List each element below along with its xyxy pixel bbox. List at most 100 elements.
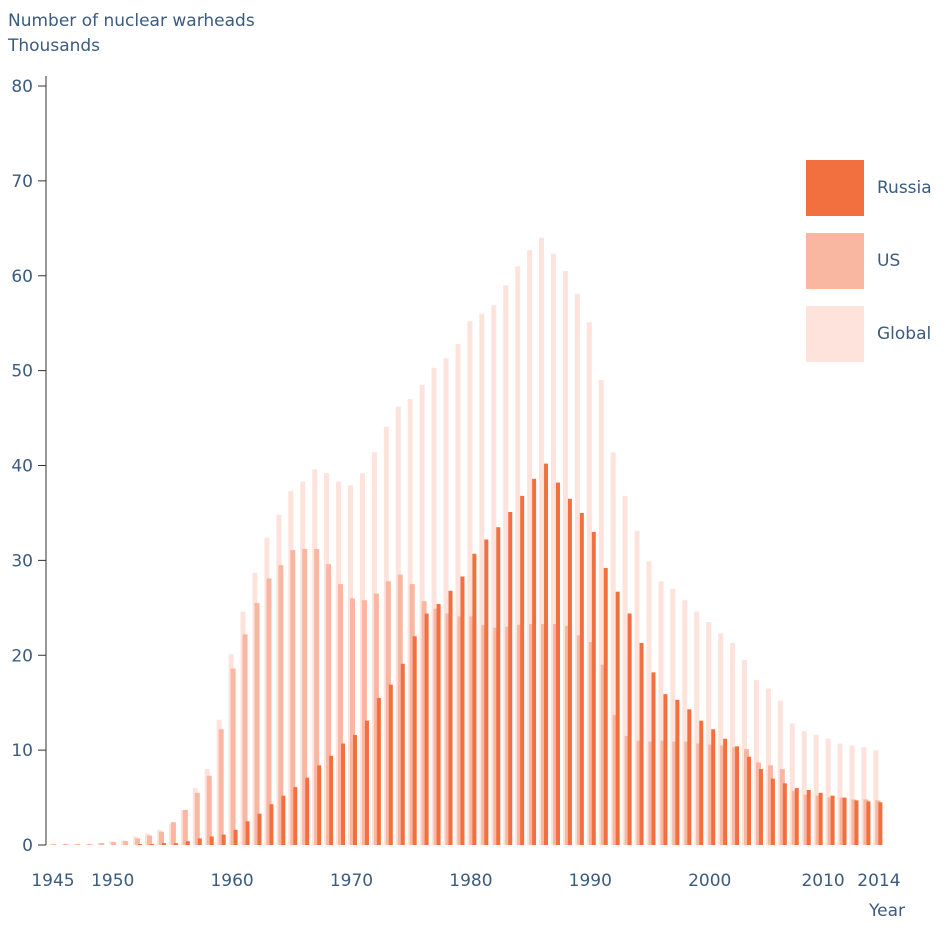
legend-swatch-us xyxy=(806,233,864,289)
y-tick-label-20: 20 xyxy=(11,646,33,666)
x-tick-label-1950: 1950 xyxy=(91,871,134,891)
bar-us-2010 xyxy=(827,797,833,845)
bar-russia-1989 xyxy=(579,512,584,845)
bar-global-1987 xyxy=(550,253,556,845)
y-tick-label-10: 10 xyxy=(11,741,33,761)
bar-global-1996 xyxy=(658,581,664,845)
bar-us-2011 xyxy=(839,797,845,845)
bar-russia-1968 xyxy=(329,755,334,845)
bar-us-2005 xyxy=(767,765,773,845)
bar-us-1965 xyxy=(290,549,296,845)
bar-us-1977 xyxy=(433,608,439,845)
bar-us-1990 xyxy=(588,641,594,845)
bar-russia-1977 xyxy=(436,604,441,845)
bar-russia-1954 xyxy=(161,843,166,845)
bar-us-2008 xyxy=(803,794,809,845)
y-axis-unit: Thousands xyxy=(7,36,100,56)
bar-us-2013 xyxy=(863,799,869,845)
bar-us-1976 xyxy=(421,601,427,845)
x-tick-label-1970: 1970 xyxy=(330,871,373,891)
legend-swatch-russia xyxy=(806,160,864,216)
bar-russia-1995 xyxy=(651,672,656,845)
bar-us-1999 xyxy=(696,743,702,845)
x-tick-label-2000: 2000 xyxy=(688,871,731,891)
bar-russia-1990 xyxy=(591,531,596,845)
x-ticks-group: 1945 1950 1960 1970 1980 1990 2000 2010 2014 xyxy=(31,871,900,891)
bar-us-1959 xyxy=(218,729,224,845)
bar-russia-1953 xyxy=(150,844,155,845)
bar-global-2002 xyxy=(730,642,736,845)
bar-russia-1986 xyxy=(544,463,549,845)
bar-us-1970 xyxy=(350,598,355,845)
bar-global-1990 xyxy=(586,322,592,845)
bar-russia-1960 xyxy=(233,829,238,845)
bar-russia-1952 xyxy=(138,844,143,845)
bar-russia-1962 xyxy=(257,813,262,845)
bar-us-2004 xyxy=(755,762,761,845)
bar-global-2001 xyxy=(718,633,724,845)
bar-russia-1963 xyxy=(269,804,274,845)
bar-global-2007 xyxy=(789,723,795,845)
bar-russia-2009 xyxy=(818,792,823,845)
bar-us-1957 xyxy=(194,792,200,845)
bar-global-1981 xyxy=(479,313,485,845)
bar-us-2003 xyxy=(744,749,750,845)
y-tick-label-50: 50 xyxy=(11,362,33,382)
bar-russia-1975 xyxy=(412,636,417,845)
bar-us-1953 xyxy=(147,835,153,845)
bar-global-1979 xyxy=(455,344,461,845)
y-axis-title: Number of nuclear warheads xyxy=(8,11,255,31)
bar-us-1963 xyxy=(266,578,272,845)
x-tick-label-1980: 1980 xyxy=(449,871,492,891)
bar-us-1984 xyxy=(517,624,523,845)
bar-us-1956 xyxy=(182,809,188,845)
bar-russia-1980 xyxy=(472,553,477,845)
x-axis-title: Year xyxy=(868,901,905,921)
bar-us-1967 xyxy=(314,548,320,845)
bar-russia-1992 xyxy=(615,591,620,845)
bar-russia-1973 xyxy=(388,684,393,845)
y-ticks-group: 0 10 20 30 40 50 60 70 80 xyxy=(11,77,46,856)
bar-us-2009 xyxy=(815,795,821,845)
bar-global-1980 xyxy=(467,321,473,845)
bar-global-2012 xyxy=(849,745,855,845)
bar-us-1979 xyxy=(457,616,463,845)
bar-russia-1981 xyxy=(484,539,489,845)
y-tick-label-70: 70 xyxy=(11,172,33,192)
bar-us-1946 xyxy=(63,844,69,845)
bar-global-2013 xyxy=(861,747,867,845)
bar-global-2008 xyxy=(801,731,807,845)
bar-us-1989 xyxy=(576,635,582,845)
bar-us-1985 xyxy=(529,623,535,845)
bar-russia-1996 xyxy=(663,694,668,845)
bar-us-2002 xyxy=(732,747,738,845)
bar-russia-1999 xyxy=(699,720,704,845)
bar-russia-1987 xyxy=(555,482,560,845)
bar-russia-1967 xyxy=(317,765,322,845)
bar-global-1991 xyxy=(598,380,604,845)
bar-us-2014 xyxy=(875,800,881,845)
bar-global-2014 xyxy=(873,750,879,846)
bar-russia-1964 xyxy=(281,795,286,845)
bar-us-2000 xyxy=(708,744,714,845)
bar-us-1998 xyxy=(684,741,690,845)
bar-russia-2007 xyxy=(794,788,799,845)
bar-global-2000 xyxy=(706,622,712,845)
bar-us-1997 xyxy=(672,741,678,845)
bar-russia-2006 xyxy=(782,783,787,845)
bar-us-1986 xyxy=(541,623,547,845)
bar-russia-1958 xyxy=(209,836,214,845)
y-tick-label-40: 40 xyxy=(11,457,33,477)
bar-us-1981 xyxy=(481,624,487,845)
bar-russia-1969 xyxy=(341,743,346,845)
bar-us-1996 xyxy=(660,740,666,845)
bar-us-1955 xyxy=(170,822,176,845)
bar-global-1992 xyxy=(610,452,616,845)
bar-russia-2012 xyxy=(854,800,859,845)
bar-us-1952 xyxy=(135,838,141,845)
bar-global-1983 xyxy=(503,285,509,845)
bar-russia-1961 xyxy=(245,821,250,845)
bar-russia-1957 xyxy=(197,838,202,845)
bar-us-1962 xyxy=(254,603,260,845)
